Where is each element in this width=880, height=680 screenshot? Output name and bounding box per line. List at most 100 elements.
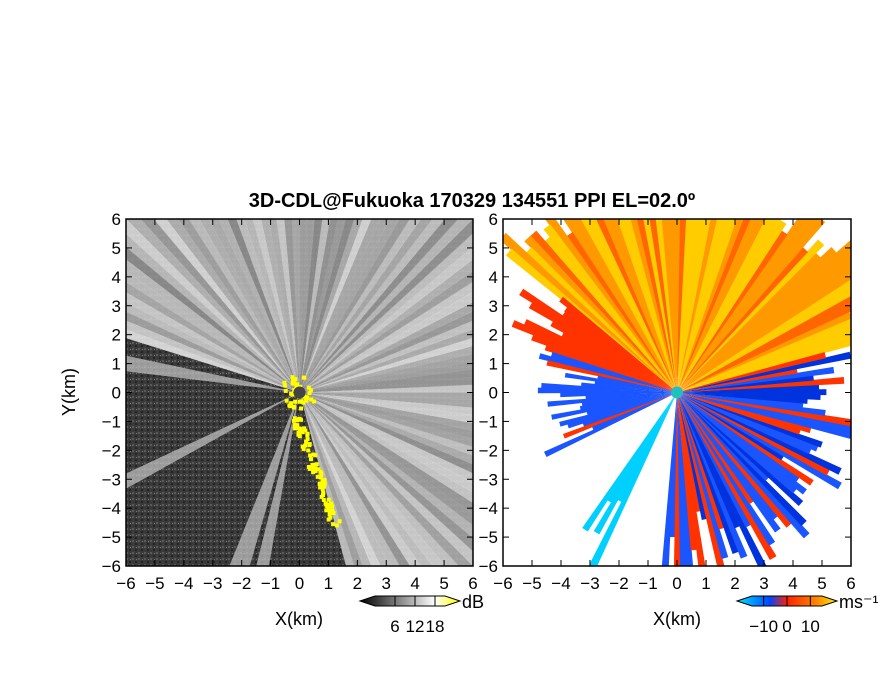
velocity-ray <box>677 392 842 490</box>
x-tick-label: 4 <box>410 574 419 593</box>
reflectivity-ray <box>299 392 473 514</box>
velocity-ray <box>677 219 826 393</box>
reflectivity-highlight <box>292 418 297 423</box>
reflectivity-highlight <box>320 483 325 488</box>
reflectivity-highlight <box>289 401 294 406</box>
y-tick-label: 6 <box>489 210 498 229</box>
reflectivity-highlight <box>318 469 323 474</box>
reflectivity-highlight <box>302 375 307 380</box>
reflectivity-highlight <box>312 399 317 404</box>
reflectivity-beam <box>126 392 300 489</box>
reflectivity-highlight <box>293 377 298 382</box>
reflectivity-xlabel: X(km) <box>275 609 323 629</box>
x-tick-label: 2 <box>730 574 739 593</box>
reflectivity-ray <box>299 392 473 504</box>
reflectivity-colorbar-unit: dB <box>462 592 484 612</box>
reflectivity-ray <box>299 392 473 552</box>
velocity-ray <box>677 392 800 483</box>
velocity-ray <box>677 392 830 476</box>
velocity-ray <box>677 219 751 393</box>
velocity-ray <box>677 392 741 529</box>
y-tick-label: −3 <box>479 470 498 489</box>
velocity-ray <box>677 392 851 433</box>
reflectivity-highlight <box>316 467 321 472</box>
velocity-ray <box>677 392 814 486</box>
reflectivity-highlight <box>298 417 303 422</box>
velocity-ray <box>677 392 779 520</box>
reflectivity-ray <box>299 392 473 526</box>
velocity-field <box>503 219 851 566</box>
velocity-ray <box>564 372 677 393</box>
reflectivity-highlight <box>321 497 326 502</box>
velocity-ray <box>677 392 781 533</box>
y-tick-label: 3 <box>489 297 498 316</box>
reflectivity-highlight <box>320 479 325 484</box>
reflectivity-highlight <box>313 453 318 458</box>
reflectivity-highlight <box>283 388 288 393</box>
velocity-ray <box>503 232 677 393</box>
reflectivity-highlight <box>293 426 298 431</box>
velocity-ray <box>677 392 776 546</box>
reflectivity-highlight <box>324 503 329 508</box>
reflectivity-highlight <box>304 439 309 444</box>
reflectivity-highlight <box>295 423 300 428</box>
reflectivity-highlight <box>290 375 295 380</box>
y-tick-label: 1 <box>489 355 498 374</box>
velocity-ray <box>544 344 677 393</box>
velocity-ray <box>677 392 801 435</box>
velocity-ray <box>660 219 677 393</box>
x-tick-label: 5 <box>439 574 448 593</box>
velocity-ray <box>537 387 677 394</box>
velocity-ray <box>617 392 677 503</box>
x-tick-label: 3 <box>382 574 391 593</box>
radar-center <box>671 386 683 399</box>
x-tick-label: 6 <box>846 574 855 593</box>
velocity-ray <box>525 246 677 393</box>
velocity-ray <box>538 353 677 393</box>
velocity-ray <box>677 392 807 495</box>
reflectivity-ray <box>299 219 459 393</box>
reflectivity-highlight <box>304 398 309 403</box>
reflectivity-highlight <box>324 508 329 513</box>
reflectivity-highlight <box>310 463 315 468</box>
velocity-xlabel: X(km) <box>653 609 701 629</box>
velocity-ray <box>519 288 677 393</box>
velocity-ray <box>677 219 787 393</box>
reflectivity-highlight <box>326 517 331 522</box>
velocity-ray <box>524 235 677 393</box>
velocity-ray <box>511 320 677 393</box>
x-tick-label: −6 <box>493 574 512 593</box>
reflectivity-highlight <box>321 493 326 498</box>
reflectivity-highlight <box>292 416 297 421</box>
reflectivity-ray <box>299 392 473 439</box>
velocity-ray <box>677 392 851 427</box>
reflectivity-highlight <box>301 447 306 452</box>
velocity-ray <box>566 231 677 393</box>
velocity-ray <box>677 392 812 455</box>
reflectivity-highlight <box>289 391 294 396</box>
reflectivity-ray <box>299 377 473 393</box>
velocity-ray <box>589 392 677 566</box>
reflectivity-highlight <box>301 400 306 405</box>
y-tick-label: 2 <box>489 326 498 345</box>
velocity-ray <box>505 248 677 393</box>
reflectivity-highlight <box>307 391 312 396</box>
velocity-axes: −6 −5 −4 −3 −2 −1 0 1 2 3 4 5 6 6 5 4 3 2 1 0 −1 −2 −3 −4 −5 −6 <box>479 210 856 593</box>
reflectivity-highlight <box>331 511 336 516</box>
velocity-ray <box>677 392 842 475</box>
y-tick-label: 5 <box>489 239 498 258</box>
velocity-ray <box>677 392 808 404</box>
velocity-ray <box>546 360 677 393</box>
reflectivity-highlight <box>296 431 301 436</box>
reflectivity-highlight <box>283 383 288 388</box>
x-tick-label: 1 <box>324 574 333 593</box>
reflectivity-ray <box>126 246 300 393</box>
velocity-ray <box>677 392 826 416</box>
velocity-ray <box>559 296 677 393</box>
reflectivity-highlight <box>318 485 323 490</box>
reflectivity-highlight <box>293 399 298 404</box>
velocity-ray <box>677 392 823 448</box>
reflectivity-field <box>126 219 473 566</box>
reflectivity-ray <box>299 219 346 393</box>
